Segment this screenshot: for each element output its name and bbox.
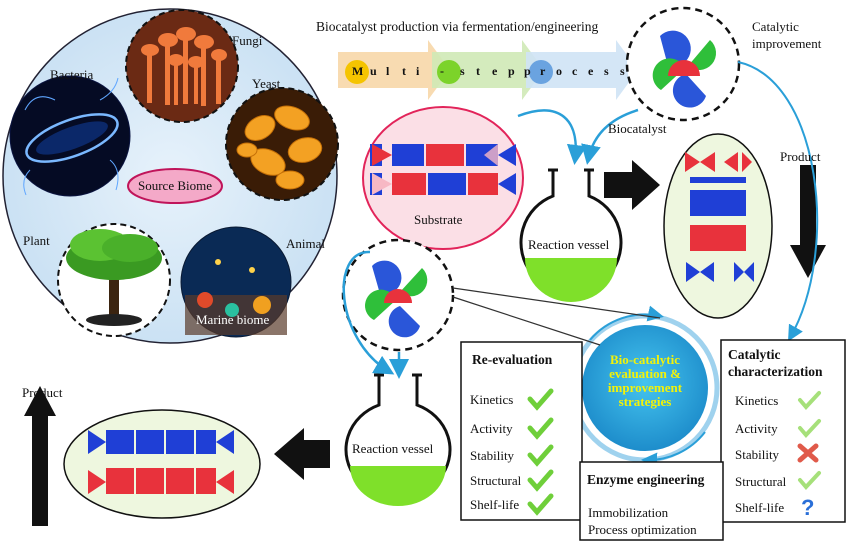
reaction-vessel-bottom bbox=[344, 373, 452, 506]
reevaluation-box bbox=[460, 341, 583, 521]
process-letter: i bbox=[416, 64, 420, 78]
process-letter: t bbox=[476, 64, 480, 78]
product-up-arrow bbox=[24, 386, 56, 526]
substrate-ellipse bbox=[362, 106, 524, 250]
source-biome-circle bbox=[2, 8, 339, 344]
check-icon bbox=[798, 391, 821, 411]
reaction-vessel-top-label: Reaction vessel bbox=[528, 237, 610, 252]
plant-image bbox=[57, 223, 171, 337]
plant-label: Plant bbox=[23, 233, 50, 248]
engineering-item: Immobilization bbox=[588, 505, 669, 520]
characterization-status-icons: ? bbox=[797, 391, 821, 520]
catalytic-improvement-label-2: improvement bbox=[752, 36, 822, 51]
evaluation-title: Bio-catalytic evaluation & improvement s… bbox=[592, 353, 698, 409]
cross-icon bbox=[797, 443, 819, 463]
arrow-to-product bbox=[604, 160, 660, 210]
characterization-title-1: Catalytic bbox=[728, 347, 781, 362]
yeast-image bbox=[225, 87, 339, 201]
bacteria-label: Bacteria bbox=[50, 67, 94, 82]
process-letter: s bbox=[604, 64, 609, 78]
evaluation-line-2: evaluation & bbox=[609, 366, 681, 381]
bacteria-image bbox=[9, 75, 131, 197]
source-biome-pill bbox=[127, 168, 223, 204]
catalytic-improvement-label-1: Catalytic bbox=[752, 19, 799, 34]
reevaluation-item: Shelf-life bbox=[470, 497, 520, 512]
production-title: Biocatalyst production via fermentation/… bbox=[316, 19, 599, 34]
substrate-molecules bbox=[370, 144, 516, 195]
reevaluation-status-icons bbox=[527, 388, 554, 516]
process-letter: s bbox=[620, 64, 625, 78]
evaluation-line-4: strategies bbox=[618, 394, 672, 409]
question-icon: ? bbox=[801, 495, 814, 520]
product-down-arrow bbox=[790, 165, 826, 278]
process-letter: s bbox=[460, 64, 465, 78]
characterization-item: Structural bbox=[735, 474, 787, 489]
substrate-label: Substrate bbox=[414, 212, 463, 227]
process-letter: - bbox=[440, 64, 444, 78]
check-icon bbox=[527, 444, 554, 467]
process-letter: e bbox=[588, 64, 594, 78]
engineering-item: Process optimization bbox=[588, 522, 697, 537]
marine-biome-image bbox=[180, 226, 292, 338]
characterization-item: Shelf-life bbox=[735, 500, 785, 515]
yeast-label: Yeast bbox=[252, 76, 281, 91]
source-biome-label: Source Biome bbox=[138, 178, 213, 193]
product-right-label: Product bbox=[780, 149, 821, 164]
process-letter: l bbox=[386, 64, 390, 78]
process-letter: p bbox=[524, 64, 531, 78]
process-letter: r bbox=[540, 64, 546, 78]
animal-label: Animal bbox=[286, 236, 325, 251]
biocatalyst-top bbox=[625, 6, 741, 122]
check-icon bbox=[798, 471, 821, 491]
process-letter: c bbox=[572, 64, 578, 78]
reevaluation-item: Activity bbox=[470, 421, 513, 436]
process-letters: M u l t i - s t e p p r o c e s s bbox=[350, 64, 640, 80]
characterization-box bbox=[720, 339, 846, 523]
multistep-process-arrows bbox=[338, 40, 638, 100]
process-letter: M bbox=[352, 64, 364, 78]
reevaluation-title: Re-evaluation bbox=[472, 352, 553, 367]
characterization-item: Stability bbox=[735, 447, 780, 462]
reaction-vessel-top bbox=[519, 168, 623, 302]
characterization-item: Activity bbox=[735, 421, 778, 436]
check-icon bbox=[798, 419, 821, 439]
process-letter: p bbox=[508, 64, 515, 78]
biocatalyst-middle bbox=[341, 238, 455, 352]
reevaluation-item: Stability bbox=[470, 448, 515, 463]
check-icon bbox=[527, 417, 554, 440]
process-letter: e bbox=[492, 64, 498, 78]
characterization-item: Kinetics bbox=[735, 393, 779, 408]
product-ellipse-left bbox=[63, 409, 261, 519]
characterization-title-2: characterization bbox=[728, 364, 823, 379]
reevaluation-item: Structural bbox=[470, 473, 522, 488]
arrow-to-product-left bbox=[274, 428, 330, 480]
connector-lines bbox=[342, 61, 819, 379]
fungi-image bbox=[125, 9, 239, 123]
check-icon bbox=[527, 469, 554, 492]
marine-biome-label: Marine biome bbox=[196, 312, 270, 327]
product-left-label: Product bbox=[22, 385, 63, 400]
reevaluation-item: Kinetics bbox=[470, 392, 514, 407]
evaluation-line-3: improvement bbox=[607, 380, 683, 395]
engineering-title: Enzyme engineering bbox=[587, 472, 705, 487]
reaction-vessel-bottom-label: Reaction vessel bbox=[352, 441, 434, 456]
fungi-label: Fungi bbox=[232, 33, 263, 48]
process-letter: o bbox=[556, 64, 562, 78]
process-letter: u bbox=[370, 64, 377, 78]
evaluation-line-1: Bio-catalytic bbox=[609, 352, 681, 367]
product-ellipse-right bbox=[663, 133, 773, 319]
check-icon bbox=[527, 493, 554, 516]
process-letter: t bbox=[402, 64, 406, 78]
biocatalyst-label: Biocatalyst bbox=[608, 121, 667, 136]
check-icon bbox=[527, 388, 554, 411]
engineering-box bbox=[579, 461, 724, 541]
